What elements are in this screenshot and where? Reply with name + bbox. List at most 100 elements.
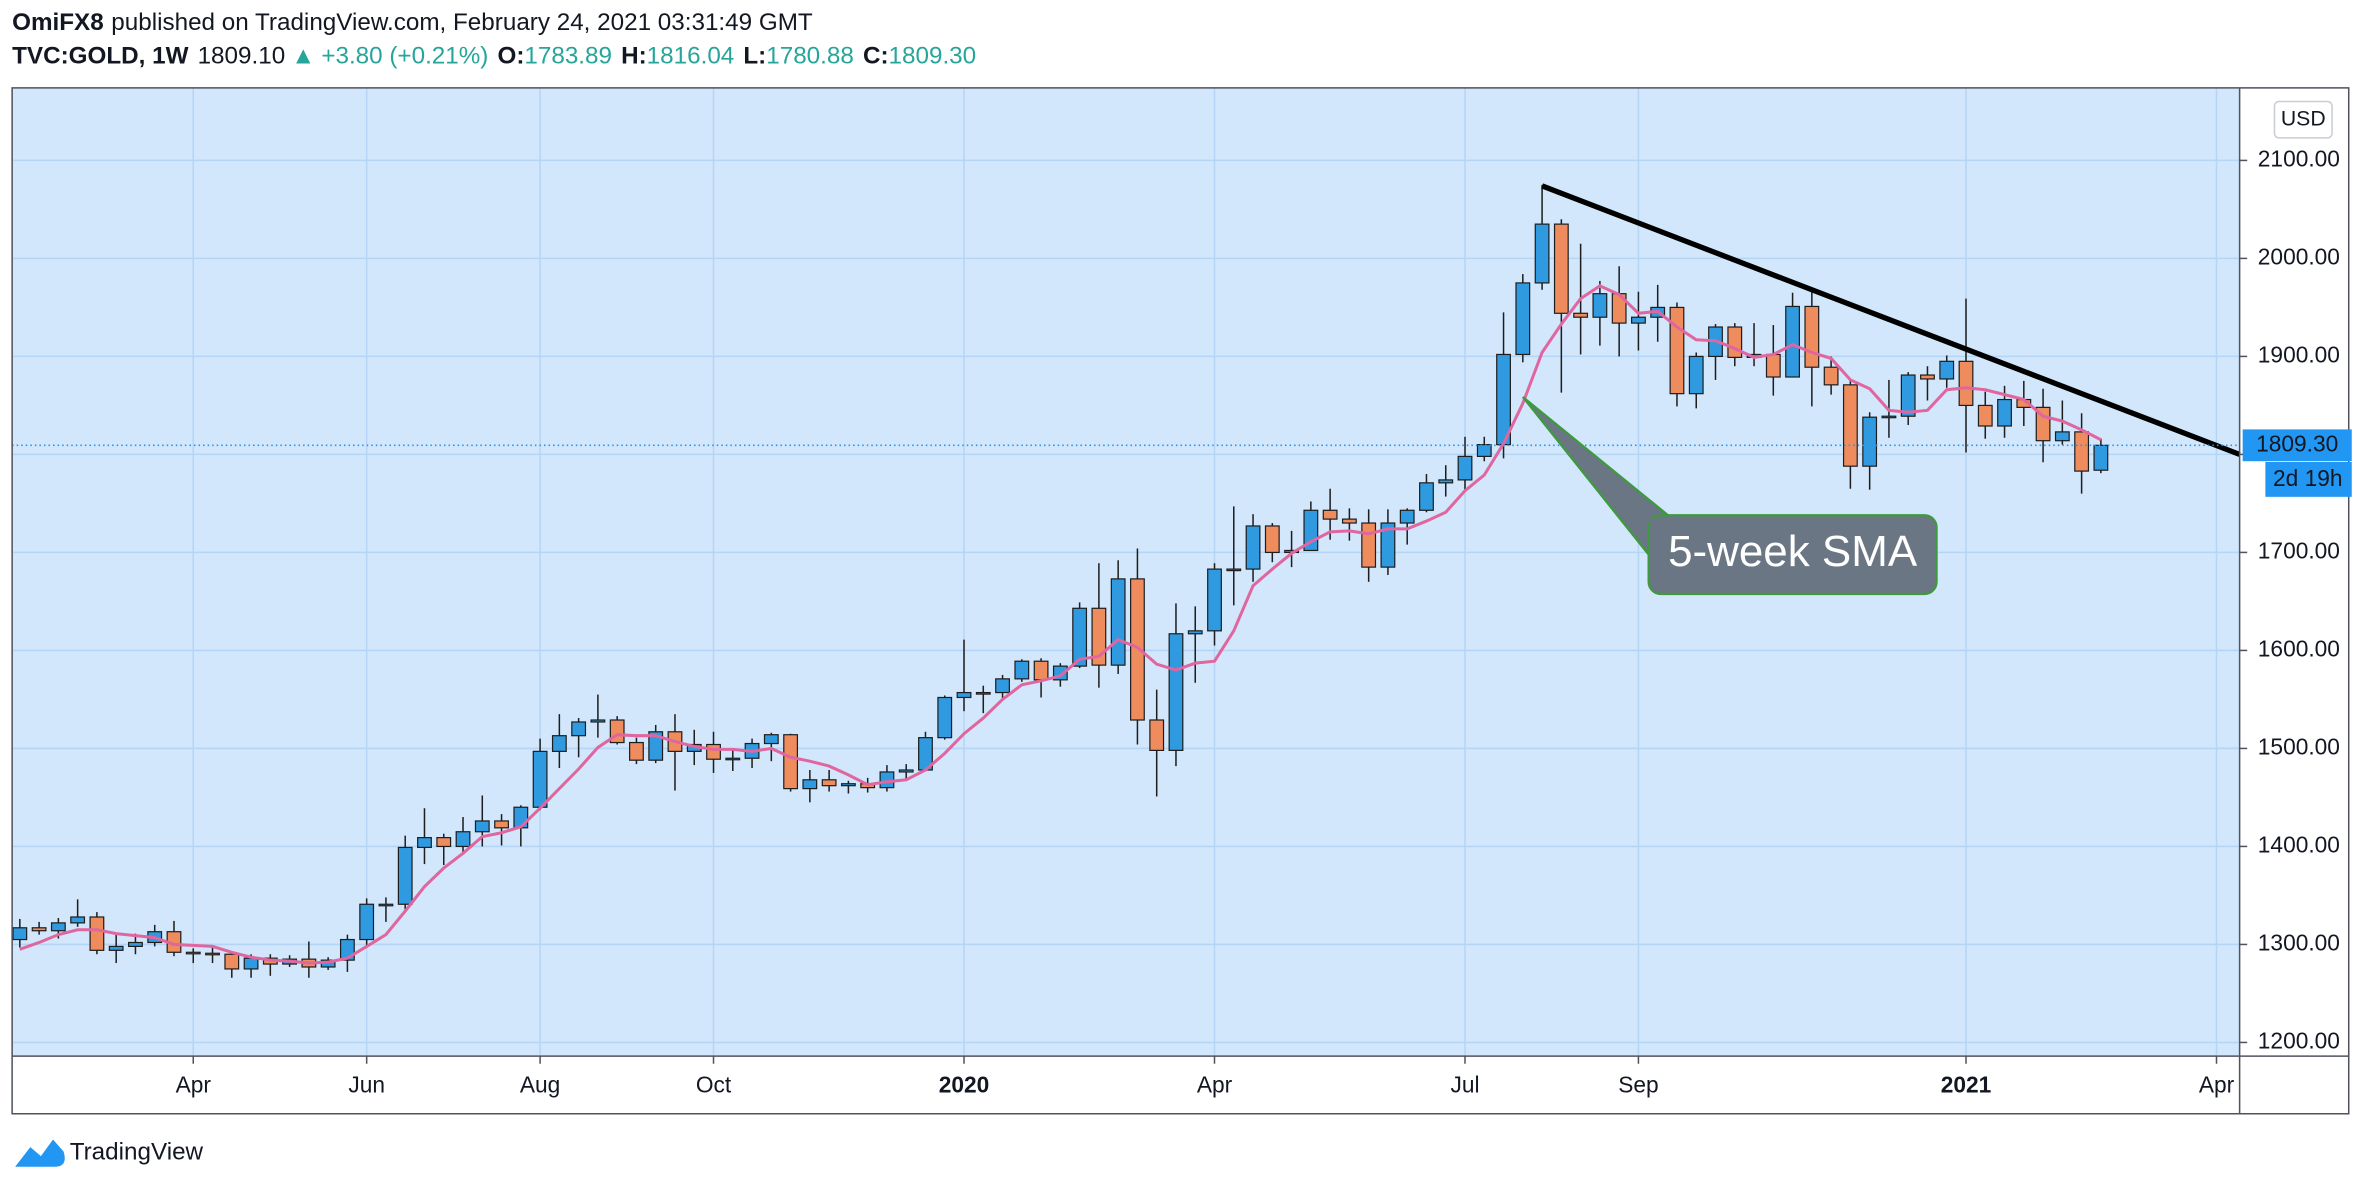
x-tick-label: Jun <box>348 1071 385 1097</box>
candle-body <box>1014 660 1030 680</box>
x-tick-label: Apr <box>1197 1071 1233 1097</box>
callout-box <box>1647 514 1938 596</box>
candle-body <box>1900 374 1916 417</box>
candle-body <box>1997 398 2012 427</box>
candle-body <box>224 953 240 970</box>
countdown: 2d 19h <box>2273 465 2343 491</box>
last-price: 1809.10 <box>198 43 286 70</box>
candle-body <box>1573 312 1589 318</box>
callout-join <box>1650 517 1670 552</box>
candle-body <box>1631 316 1646 324</box>
candle-body <box>31 927 47 932</box>
candle-body <box>1804 305 1820 368</box>
candle-body <box>397 846 413 905</box>
candle-body <box>956 691 972 699</box>
x-tick-label: Sep <box>1618 1071 1658 1097</box>
candle-body <box>89 916 105 951</box>
candle-body <box>2054 431 2070 442</box>
candle-body <box>108 945 124 951</box>
high-label: H: <box>621 43 647 70</box>
y-tick-label: 1500.00 <box>2258 733 2340 759</box>
candle-body <box>185 951 201 955</box>
candle-body <box>1765 353 1781 378</box>
candle-body <box>1322 509 1338 520</box>
candle-body <box>1072 607 1088 667</box>
open-value: 1783.89 <box>524 43 612 70</box>
candle-body <box>436 837 452 848</box>
candle-body <box>1862 416 1878 467</box>
candle-body <box>1939 360 1955 380</box>
change-arrow: ▲ <box>291 43 315 70</box>
x-tick-label: 2021 <box>1941 1071 1992 1097</box>
candle-body <box>629 741 644 761</box>
low-label: L: <box>743 43 766 70</box>
candle-body <box>1419 482 1434 511</box>
candle-body <box>1977 404 1993 427</box>
candle-body <box>571 721 587 737</box>
candle-body <box>1226 568 1242 572</box>
grid <box>12 87 2240 1057</box>
candle-body <box>2093 444 2109 471</box>
y-tick-label: 1300.00 <box>2258 929 2340 955</box>
candle-body <box>455 831 471 848</box>
candle-body <box>840 783 856 787</box>
last-price-box <box>2242 429 2352 462</box>
candle-body <box>2074 431 2090 472</box>
y-tick-label: 2000.00 <box>2258 243 2340 269</box>
candle-body <box>1438 479 1454 484</box>
candle-body <box>1823 366 1839 386</box>
low-value: 1780.88 <box>766 43 854 70</box>
candle-body <box>1881 415 1897 419</box>
candle-body <box>1457 455 1473 481</box>
candle-body <box>1264 525 1280 554</box>
candle-body <box>725 757 741 761</box>
currency-box <box>2273 100 2333 139</box>
candle-body <box>1187 630 1203 635</box>
close-value: 1809.30 <box>889 43 977 70</box>
candle-body <box>1399 509 1415 524</box>
footer-logo: TradingView <box>15 1139 204 1167</box>
candle-body <box>1785 305 1801 378</box>
candle-body <box>1168 633 1184 752</box>
candle-body <box>1515 282 1531 356</box>
candle-body <box>898 769 914 773</box>
annotation-callout: 5-week SMA <box>1521 396 1938 596</box>
open-label: O: <box>497 43 524 70</box>
candle-body <box>937 696 953 739</box>
y-tick-label: 1700.00 <box>2258 537 2340 563</box>
y-tick-label: 1400.00 <box>2258 831 2340 857</box>
sma-line <box>19 284 2102 965</box>
header-line-2: TVC:GOLD, 1W 1809.10 ▲ +3.80 (+0.21%) O:1783… <box>12 43 976 70</box>
y-tick-label: 2100.00 <box>2258 145 2340 171</box>
candle-body <box>1727 326 1743 359</box>
close-label: C: <box>863 43 889 70</box>
marks <box>12 183 2241 978</box>
candle-body <box>1110 578 1126 666</box>
candle-body <box>1688 355 1704 395</box>
candle-body <box>1341 518 1357 524</box>
candle-body <box>1592 293 1608 318</box>
candle-body <box>1245 525 1261 570</box>
candle-body <box>1149 719 1165 752</box>
candle-body <box>975 691 991 695</box>
frame <box>11 87 2350 1115</box>
candle-body <box>551 735 567 752</box>
candle-body <box>995 678 1010 694</box>
candle-body <box>1207 568 1222 632</box>
candle-body <box>12 927 28 941</box>
candle-body <box>1033 660 1049 681</box>
candle-body <box>590 719 606 723</box>
countdown-box <box>2265 461 2352 497</box>
x-tick-label: Aug <box>520 1071 560 1097</box>
change: +3.80 (+0.21%) <box>321 43 488 70</box>
candle-body <box>1958 360 1974 407</box>
x-tick-label: Jul <box>1450 1071 1479 1097</box>
trendline <box>1541 183 2241 457</box>
candle-body <box>378 903 394 907</box>
x-tick-label: Oct <box>696 1071 732 1097</box>
candle-body <box>1553 223 1569 314</box>
candle-body <box>474 820 490 833</box>
candle-body <box>802 779 818 790</box>
candle-body <box>532 750 548 808</box>
